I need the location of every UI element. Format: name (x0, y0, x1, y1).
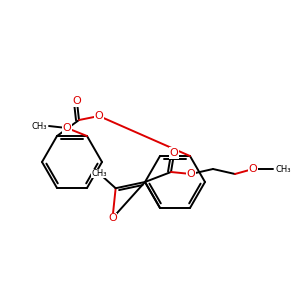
Text: O: O (108, 213, 117, 223)
Text: O: O (73, 96, 81, 106)
Text: CH₃: CH₃ (276, 164, 292, 173)
Text: CH₃: CH₃ (92, 169, 107, 178)
Text: O: O (63, 123, 71, 133)
Text: O: O (94, 111, 103, 121)
Text: O: O (249, 164, 257, 174)
Text: CH₃: CH₃ (32, 122, 47, 130)
Text: O: O (187, 169, 195, 179)
Text: O: O (169, 148, 178, 158)
